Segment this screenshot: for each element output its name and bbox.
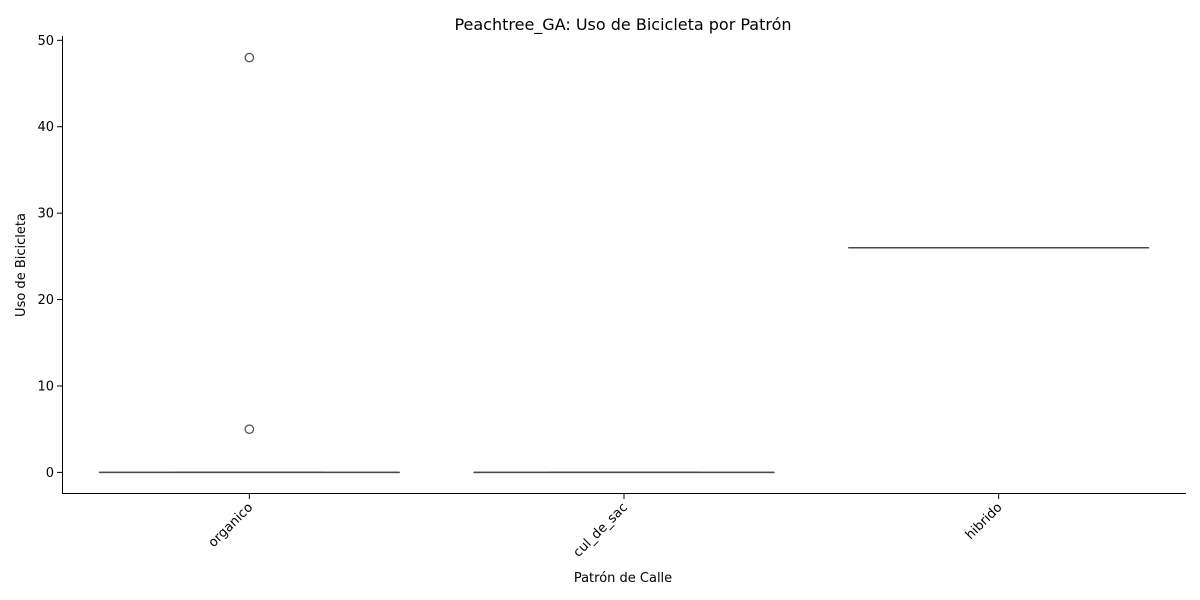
y-tick-label: 30: [37, 207, 54, 222]
y-axis: 0 10 20 30 40 50: [37, 34, 62, 481]
y-tick-label: 0: [46, 466, 54, 481]
x-tick-label: organico: [206, 500, 256, 550]
plot-frame-bottom: [62, 493, 1186, 494]
x-tick-label: hibrido: [963, 500, 1006, 543]
plot-area: [98, 52, 1150, 474]
y-tick-label: 40: [37, 120, 54, 135]
y-tick-label: 50: [37, 34, 54, 49]
y-axis-title: Uso de Bicicleta: [14, 213, 29, 317]
x-axis-title: Patrón de Calle: [574, 571, 672, 586]
y-tick-label: 20: [37, 293, 54, 308]
x-axis: organico cul_de_sac hibrido: [206, 494, 1006, 560]
outlier-point: [244, 52, 255, 63]
y-tick-label: 10: [37, 379, 54, 394]
chart-title: Peachtree_GA: Uso de Bicicleta por Patró…: [454, 15, 791, 35]
plot-frame-left: [62, 36, 63, 494]
x-tick-label: cul_de_sac: [571, 500, 631, 560]
outlier-point: [244, 424, 255, 434]
box-group-organico: [98, 52, 400, 474]
